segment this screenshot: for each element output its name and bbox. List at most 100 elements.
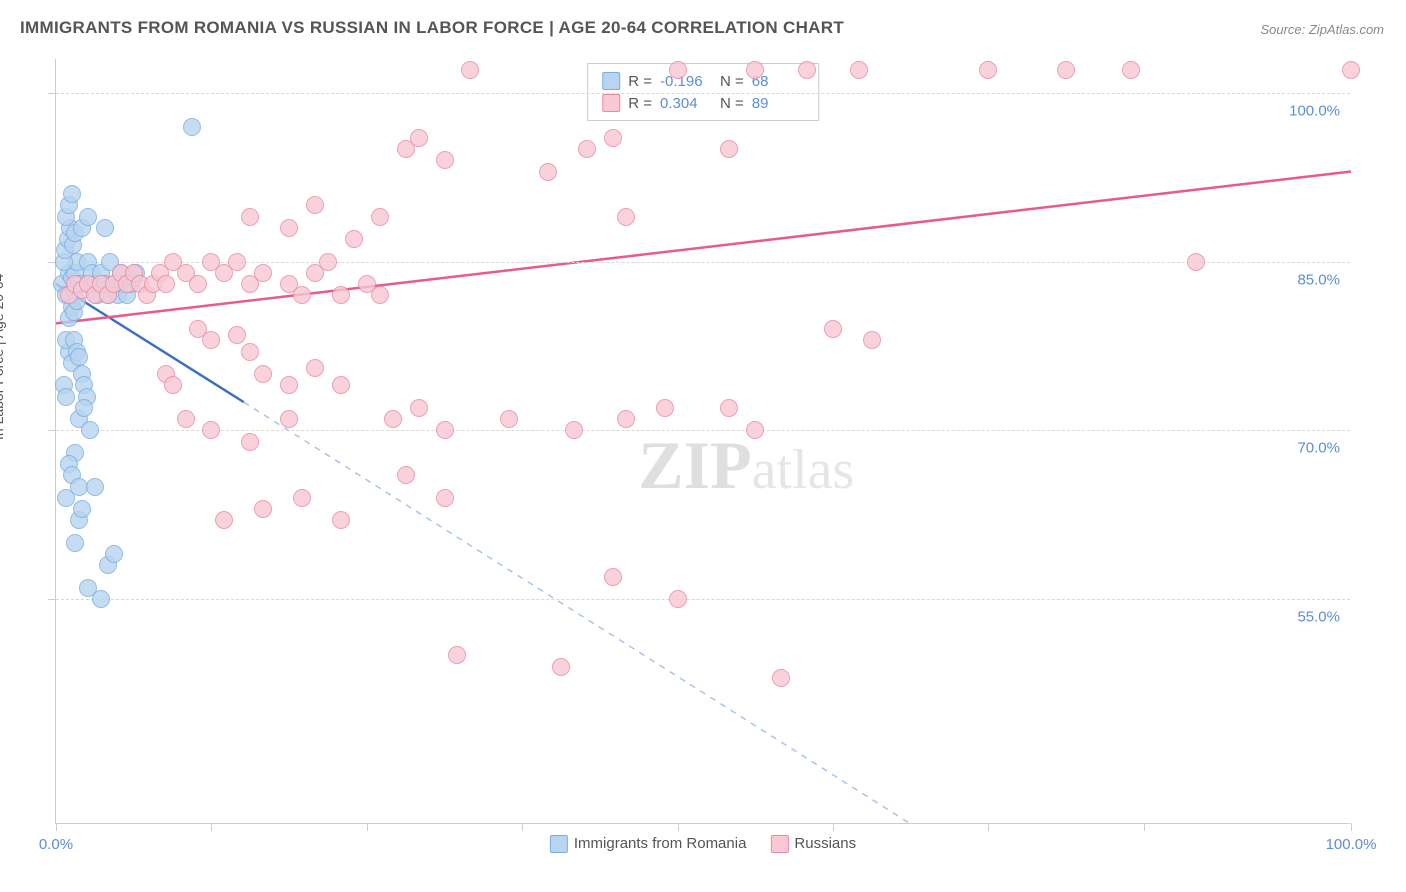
y-tick	[48, 93, 56, 94]
scatter-point	[81, 421, 99, 439]
scatter-point	[746, 61, 764, 79]
scatter-point	[70, 348, 88, 366]
scatter-point	[500, 410, 518, 428]
scatter-point	[384, 410, 402, 428]
scatter-point	[306, 359, 324, 377]
scatter-point	[63, 185, 81, 203]
scatter-point	[850, 61, 868, 79]
scatter-point	[720, 399, 738, 417]
scatter-point	[772, 669, 790, 687]
scatter-point	[164, 376, 182, 394]
scatter-point	[73, 500, 91, 518]
x-tick	[678, 823, 679, 831]
scatter-point	[979, 61, 997, 79]
gridline	[56, 262, 1350, 263]
scatter-point	[293, 489, 311, 507]
scatter-point	[1122, 61, 1140, 79]
x-tick	[1144, 823, 1145, 831]
scatter-point	[254, 365, 272, 383]
scatter-point	[157, 275, 175, 293]
scatter-point	[746, 421, 764, 439]
scatter-point	[241, 343, 259, 361]
series-legend: Immigrants from Romania Russians	[550, 835, 856, 853]
scatter-point	[604, 568, 622, 586]
scatter-point	[306, 196, 324, 214]
scatter-point	[57, 489, 75, 507]
scatter-point	[539, 163, 557, 181]
x-tick-label: 0.0%	[39, 836, 73, 853]
legend-item: Russians	[770, 835, 856, 853]
scatter-point	[552, 658, 570, 676]
gridline	[56, 599, 1350, 600]
scatter-point	[669, 61, 687, 79]
scatter-point	[578, 140, 596, 158]
scatter-point	[824, 320, 842, 338]
scatter-point	[96, 219, 114, 237]
legend-swatch	[770, 835, 788, 853]
y-tick-label: 55.0%	[1297, 609, 1340, 626]
y-axis-label: In Labor Force | Age 20-64	[0, 274, 6, 440]
scatter-point	[332, 511, 350, 529]
legend-swatch	[550, 835, 568, 853]
x-tick	[211, 823, 212, 831]
y-tick-label: 70.0%	[1297, 440, 1340, 457]
scatter-point	[617, 410, 635, 428]
gridline	[56, 430, 1350, 431]
scatter-point	[1187, 253, 1205, 271]
scatter-point	[215, 511, 233, 529]
x-tick	[1351, 823, 1352, 831]
scatter-point	[436, 151, 454, 169]
y-tick	[48, 430, 56, 431]
scatter-point	[397, 466, 415, 484]
scatter-point	[604, 129, 622, 147]
scatter-point	[371, 208, 389, 226]
scatter-point	[1342, 61, 1360, 79]
scatter-point	[280, 219, 298, 237]
scatter-point	[241, 208, 259, 226]
scatter-point	[565, 421, 583, 439]
x-tick	[988, 823, 989, 831]
plot-area: ZIPatlas R =-0.196N =68R =0.304N =89 Imm…	[55, 59, 1350, 824]
scatter-point	[410, 399, 428, 417]
scatter-point	[461, 61, 479, 79]
scatter-point	[798, 61, 816, 79]
scatter-point	[332, 376, 350, 394]
scatter-point	[332, 286, 350, 304]
scatter-point	[280, 410, 298, 428]
scatter-point	[448, 646, 466, 664]
scatter-point	[1057, 61, 1075, 79]
scatter-point	[183, 118, 201, 136]
scatter-point	[241, 433, 259, 451]
scatter-point	[202, 331, 220, 349]
scatter-point	[410, 129, 428, 147]
y-tick	[48, 599, 56, 600]
scatter-point	[228, 253, 246, 271]
scatter-point	[57, 388, 75, 406]
x-tick-label: 100.0%	[1326, 836, 1377, 853]
y-tick-label: 100.0%	[1289, 102, 1340, 119]
gridline	[56, 93, 1350, 94]
scatter-point	[105, 545, 123, 563]
scatter-point	[280, 376, 298, 394]
scatter-point	[92, 590, 110, 608]
scatter-point	[656, 399, 674, 417]
scatter-point	[371, 286, 389, 304]
source-label: Source: ZipAtlas.com	[1260, 22, 1384, 37]
chart-title: IMMIGRANTS FROM ROMANIA VS RUSSIAN IN LA…	[20, 18, 844, 38]
scatter-point	[293, 286, 311, 304]
scatter-point	[177, 410, 195, 428]
legend-label: Immigrants from Romania	[574, 835, 747, 852]
scatter-point	[720, 140, 738, 158]
scatter-point	[79, 208, 97, 226]
y-tick-label: 85.0%	[1297, 271, 1340, 288]
scatter-point	[228, 326, 246, 344]
scatter-point	[66, 534, 84, 552]
scatter-point	[863, 331, 881, 349]
scatter-point	[436, 489, 454, 507]
scatter-point	[345, 230, 363, 248]
scatter-point	[189, 275, 207, 293]
scatter-point	[75, 399, 93, 417]
scatter-point	[86, 478, 104, 496]
x-tick	[56, 823, 57, 831]
scatter-point	[617, 208, 635, 226]
